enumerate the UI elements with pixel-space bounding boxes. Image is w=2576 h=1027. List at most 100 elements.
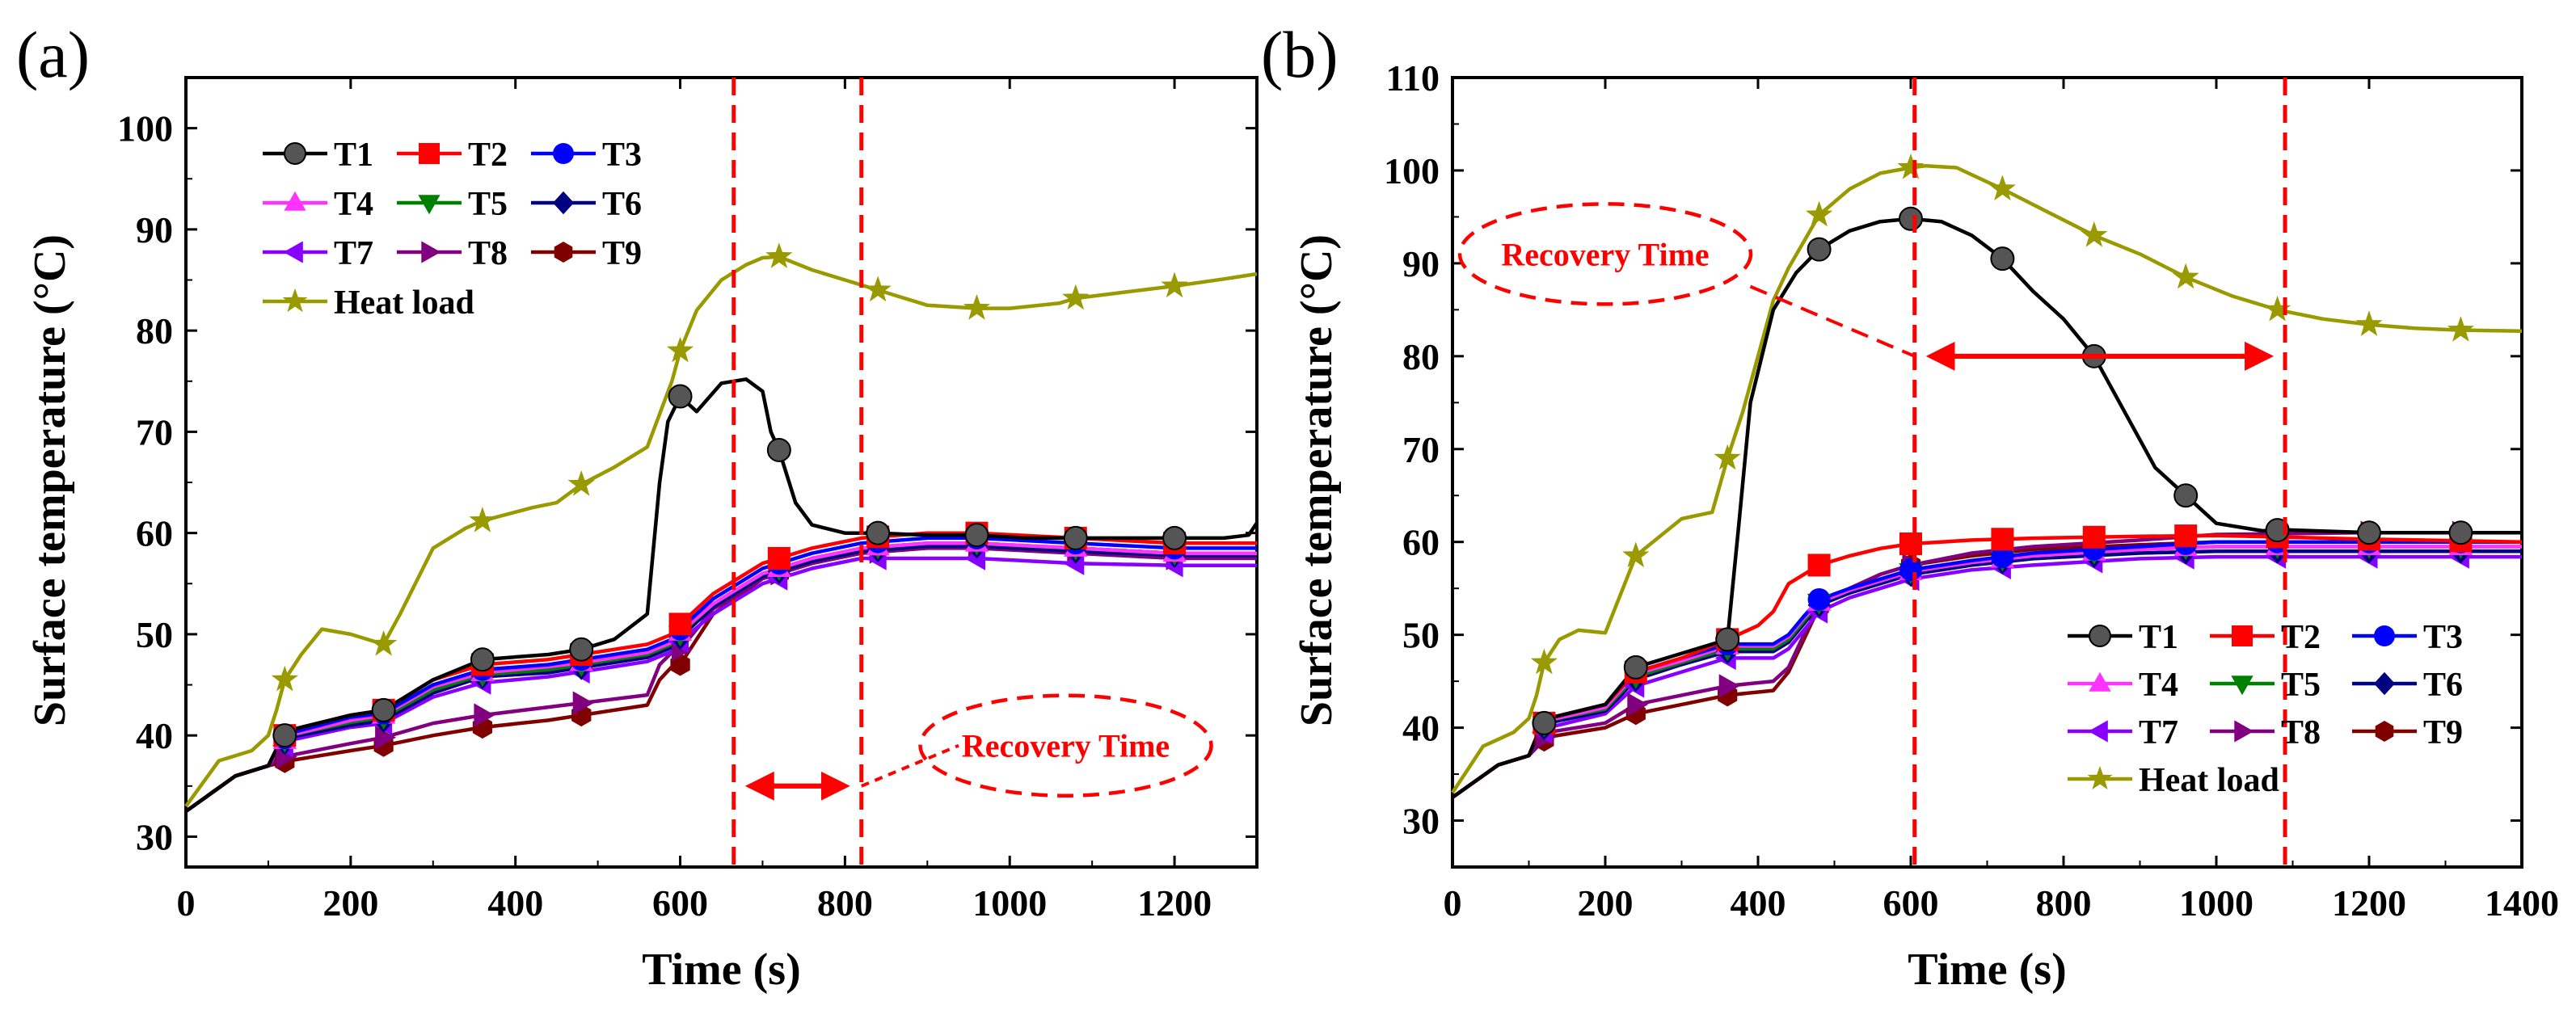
legend-label: T1	[334, 137, 373, 174]
chart-panel-b: 0 200 400 600 800 1000 1200 1400 30 40 50 60 70 80 90 1…	[1292, 57, 2559, 995]
y-tick-label: 40	[1402, 708, 1440, 749]
data-point-heat-load	[2264, 295, 2291, 322]
recovery-ellipse	[1457, 202, 1753, 306]
data-point-heat-load	[271, 665, 298, 692]
data-point-t1	[766, 437, 791, 462]
y-tick-label: 80	[136, 310, 173, 351]
legend-marker-t7	[283, 241, 303, 263]
x-axis-title: Time (s)	[642, 945, 801, 995]
legend-marker-t9	[554, 242, 573, 263]
data-point-t1	[371, 697, 396, 722]
data-point-heat-load	[963, 294, 991, 320]
plot-frame	[184, 76, 1258, 869]
data-point-heat-load	[1988, 175, 2016, 201]
x-tick-label: 1200	[2332, 882, 2406, 924]
series-line-t2	[184, 531, 1257, 813]
x-axis-title: Time (s)	[1908, 945, 2067, 995]
data-point-t2	[2174, 524, 2198, 548]
data-point-heat-load	[567, 470, 595, 496]
x-tick-label: 600	[1883, 882, 1939, 924]
data-point-t1	[272, 723, 297, 748]
legend-label: T7	[334, 235, 373, 272]
series-line-t2	[1451, 533, 2523, 799]
series-group	[1451, 154, 2523, 799]
x-tick-label: 1000	[2179, 882, 2253, 924]
chart-panel-a: 0 200 400 600 800 1000 1200 30 40 50 60 70 80 90 100 Ti…	[25, 76, 1258, 995]
data-point-t2	[1899, 532, 1922, 556]
y-tick-label: 90	[1402, 243, 1440, 284]
series-line-t4	[1451, 545, 2522, 799]
legend-label: T5	[468, 186, 508, 223]
series-line-t3	[1451, 540, 2522, 799]
data-point-t1	[1807, 237, 1832, 262]
data-point-t1	[2357, 520, 2381, 545]
legend-label: T3	[602, 137, 642, 174]
data-point-t2	[2082, 525, 2106, 549]
series-line-t7	[1451, 554, 2522, 799]
x-tick-label: 800	[2036, 882, 2092, 924]
legend-label: Heat load	[334, 284, 474, 322]
legend-marker-heat-load	[282, 288, 308, 313]
legend-label: T8	[468, 235, 508, 272]
data-point-heat-load	[2447, 316, 2474, 342]
legend-marker-t9	[2375, 721, 2394, 742]
data-point-t3	[1991, 545, 2014, 569]
data-point-heat-load	[469, 507, 496, 532]
legend-label: T6	[2423, 667, 2463, 704]
legend-label: T2	[2281, 619, 2321, 656]
x-tick-label: 200	[1578, 882, 1634, 924]
data-point-t8	[474, 703, 495, 727]
legend: T1 T2 T3 T4 T5 T6 T7 T8 T9 Heat load	[2068, 619, 2463, 799]
data-point-t1	[1162, 525, 1187, 550]
series-line-t5	[1451, 545, 2522, 799]
recovery-leader-line	[861, 743, 959, 788]
legend-marker-t4	[2089, 671, 2111, 692]
series-line-t6	[184, 544, 1257, 813]
legend-label: T2	[468, 137, 508, 174]
data-point-t8	[1627, 692, 1649, 717]
recovery-time-label: Recovery Time	[1501, 236, 1709, 272]
x-tick-label: 0	[1444, 882, 1462, 924]
y-tick-label: 30	[136, 816, 173, 857]
legend-label: T3	[2423, 619, 2463, 656]
legend-label: T8	[2281, 714, 2321, 751]
data-point-t3	[1899, 558, 1922, 582]
x-tick-label: 400	[1731, 882, 1786, 924]
legend-label: T7	[2139, 714, 2178, 751]
data-point-t1	[569, 637, 594, 662]
plot-frame	[1451, 76, 2523, 869]
legend-marker-t7	[2088, 720, 2108, 743]
legend-marker-t3	[553, 143, 574, 164]
y-tick-label: 50	[1402, 615, 1440, 656]
data-point-t1	[1063, 525, 1088, 550]
data-point-heat-load	[666, 336, 694, 363]
x-tick-label: 200	[323, 882, 378, 924]
y-axis-title: Surface temperature (°C)	[25, 234, 75, 726]
data-point-t1	[470, 647, 495, 672]
series-line-t8	[1451, 530, 2522, 799]
legend-marker-t1	[2089, 625, 2111, 647]
legend-marker-heat-load	[2087, 765, 2113, 790]
legend-label: T6	[602, 186, 642, 223]
data-point-t2	[767, 546, 791, 570]
data-point-heat-load	[765, 242, 793, 268]
data-point-heat-load	[2172, 263, 2199, 289]
data-point-t1	[1623, 655, 1648, 680]
data-point-t2	[1991, 528, 2014, 551]
data-point-t1	[1990, 246, 2015, 271]
y-tick-label: 60	[1402, 522, 1440, 563]
legend-label: T5	[2281, 667, 2321, 704]
y-tick-label: 100	[117, 108, 173, 149]
data-point-t8	[1718, 674, 1740, 698]
data-point-t8	[572, 691, 594, 715]
data-point-t1	[2173, 483, 2199, 508]
data-point-heat-load	[370, 629, 398, 656]
data-point-heat-load	[1161, 271, 1188, 298]
legend-marker-t1	[284, 142, 306, 165]
y-tick-label: 60	[136, 513, 173, 554]
recovery-leader-line	[1749, 284, 1916, 358]
legend-label: T9	[2423, 714, 2463, 751]
y-tick-label: 70	[1402, 429, 1440, 470]
data-point-heat-load	[1622, 541, 1650, 568]
recovery-time-label: Recovery Time	[962, 728, 1170, 764]
